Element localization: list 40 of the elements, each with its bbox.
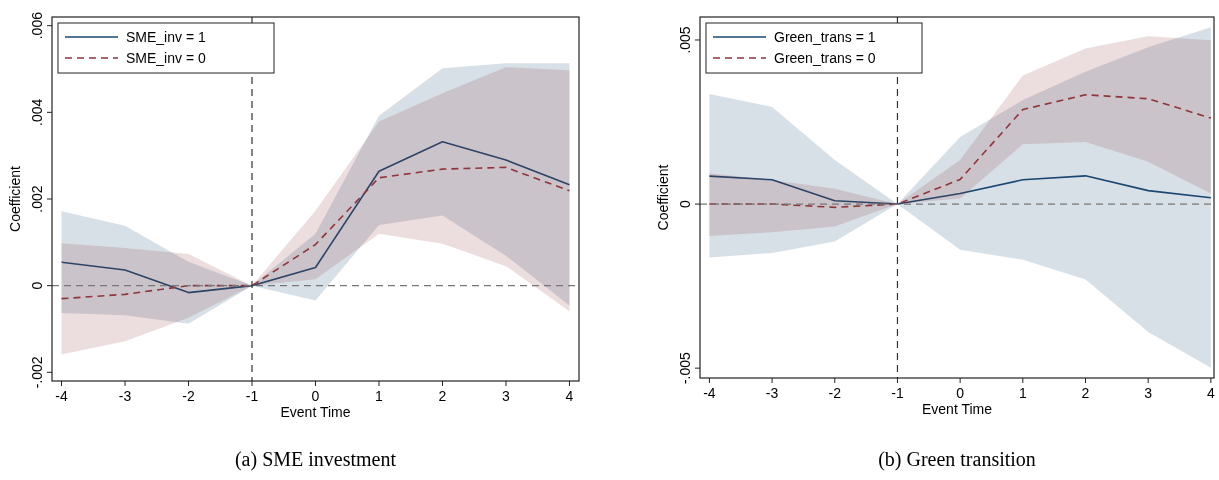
line-series xyxy=(60,141,571,294)
x-tick-label: 0 xyxy=(956,385,965,401)
x-tick-label: 0 xyxy=(311,388,320,404)
x-tick-label: 4 xyxy=(565,388,574,404)
x-tick-label: -3 xyxy=(118,388,132,404)
x-tick-label: 1 xyxy=(375,388,384,404)
x-tick-label: -2 xyxy=(182,388,195,404)
x-axis-title: Event Time xyxy=(921,401,993,417)
line-series xyxy=(708,175,1212,205)
x-tick-label: 2 xyxy=(438,388,447,404)
y-tick-label: 0 xyxy=(29,281,45,290)
text: (a) SME investment xyxy=(234,448,397,471)
x-axis-title: Event Time xyxy=(280,404,351,420)
y-tick-label: .002 xyxy=(29,185,45,213)
x-tick-label: 3 xyxy=(502,388,511,404)
line-series xyxy=(60,166,571,300)
y-tick-label: .006 xyxy=(29,11,45,40)
legend-label: SME_inv = 1 xyxy=(126,29,206,45)
y-axis-title: Coefficient xyxy=(7,165,23,232)
x-tick-label: -4 xyxy=(55,388,68,404)
x-tick-label: 3 xyxy=(1144,385,1153,401)
y-tick-label: -.005 xyxy=(677,351,693,385)
legend-label: SME_inv = 0 xyxy=(126,50,206,66)
y-tick-label: 0 xyxy=(677,199,693,208)
legend-label: Green_trans = 1 xyxy=(774,29,876,45)
y-tick-label: .004 xyxy=(29,98,45,126)
legend-label: Green_trans = 0 xyxy=(774,50,876,66)
y-axis-title: Coefficient xyxy=(655,164,671,231)
text: (b) Green transition xyxy=(878,448,1036,471)
x-tick-label: -3 xyxy=(765,385,779,401)
y-tick-label: .005 xyxy=(677,26,693,54)
x-tick-label: -2 xyxy=(828,385,842,401)
x-tick-label: -1 xyxy=(891,385,904,401)
x-tick-label: 1 xyxy=(1018,385,1027,401)
line-series xyxy=(708,93,1212,209)
x-tick-label: -1 xyxy=(245,388,259,404)
x-tick-label: -4 xyxy=(703,385,716,401)
y-tick-label: -.002 xyxy=(29,356,45,389)
x-tick-label: 2 xyxy=(1081,385,1090,401)
x-tick-label: 4 xyxy=(1206,385,1215,401)
